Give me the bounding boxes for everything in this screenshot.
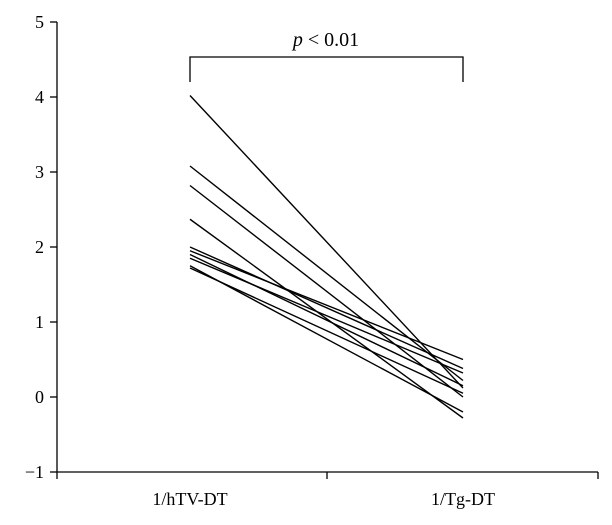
series-line-2 bbox=[189, 165, 464, 382]
y-tick-label: 3 bbox=[35, 162, 44, 182]
series-line-6 bbox=[189, 250, 464, 361]
series-line-3 bbox=[189, 184, 464, 398]
y-tick-label: −1 bbox=[25, 462, 44, 482]
series-line-1 bbox=[189, 95, 464, 389]
series-line-4 bbox=[189, 218, 464, 419]
x-tick-label: 1/hTV-DT bbox=[152, 489, 227, 509]
y-tick-label: 4 bbox=[35, 87, 44, 107]
y-tick-label: 2 bbox=[35, 237, 44, 257]
series-line-5 bbox=[189, 246, 464, 370]
x-ticks: 1/hTV-DT 1/Tg-DT bbox=[56, 472, 599, 509]
y-tick-label: 1 bbox=[35, 312, 44, 332]
y-ticks: −1 0 1 2 3 4 5 bbox=[25, 12, 57, 482]
series-line-8 bbox=[189, 257, 464, 374]
significance-bracket bbox=[189, 56, 464, 82]
y-tick-label: 5 bbox=[35, 12, 44, 32]
x-tick-label: 1/Tg-DT bbox=[431, 489, 495, 509]
series-line-7 bbox=[189, 253, 464, 387]
series-line-10 bbox=[189, 267, 464, 394]
y-tick-label: 0 bbox=[35, 387, 44, 407]
significance-annotation: p < 0.01 bbox=[291, 29, 359, 51]
series-line-9 bbox=[189, 265, 464, 413]
series-lines bbox=[189, 95, 464, 419]
